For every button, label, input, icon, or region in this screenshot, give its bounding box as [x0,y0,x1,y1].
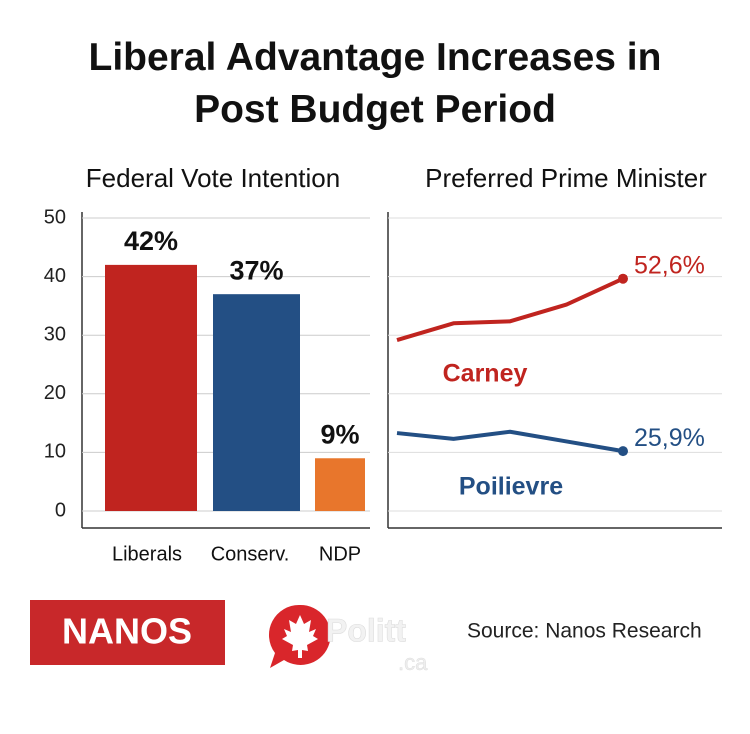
bar [105,264,197,511]
line [396,429,624,454]
data-label: 9% [320,419,359,449]
chart-title: Federal Vote Intention [86,163,340,193]
logo [268,604,331,668]
bar [315,458,365,511]
x-tick-label: NDP [319,543,361,565]
brand-box [30,600,225,665]
point [618,446,628,457]
y-tick-label: 40 [44,265,66,287]
y-tick-label: 0 [55,499,66,521]
page-title: Liberal Advantage Increases in Post Budg… [88,36,662,131]
logo-domain: .ca [398,650,428,675]
point [618,273,628,284]
y-tick-label: 30 [44,323,66,345]
series-label: Poilievre [459,473,563,501]
maple-leaf [282,615,318,658]
data-label: 37% [229,255,283,285]
logo-name: Politt [326,612,406,648]
line [396,276,624,342]
x-tick-label: Conserv. [211,543,290,565]
data-label: 52,6% [634,251,705,279]
series-label: Carney [443,360,528,388]
source: Source: Nanos Research [467,620,702,643]
y-tick-label: 50 [44,206,66,228]
data-label: 25,9% [634,424,705,452]
y-tick-label: 10 [44,441,66,463]
brand: NANOS [62,611,192,652]
x-tick-label: Liberals [112,543,182,565]
bar [213,294,300,511]
y-tick-label: 20 [44,382,66,404]
data-label: 42% [124,226,178,256]
chart-title: Preferred Prime Minister [425,163,707,193]
